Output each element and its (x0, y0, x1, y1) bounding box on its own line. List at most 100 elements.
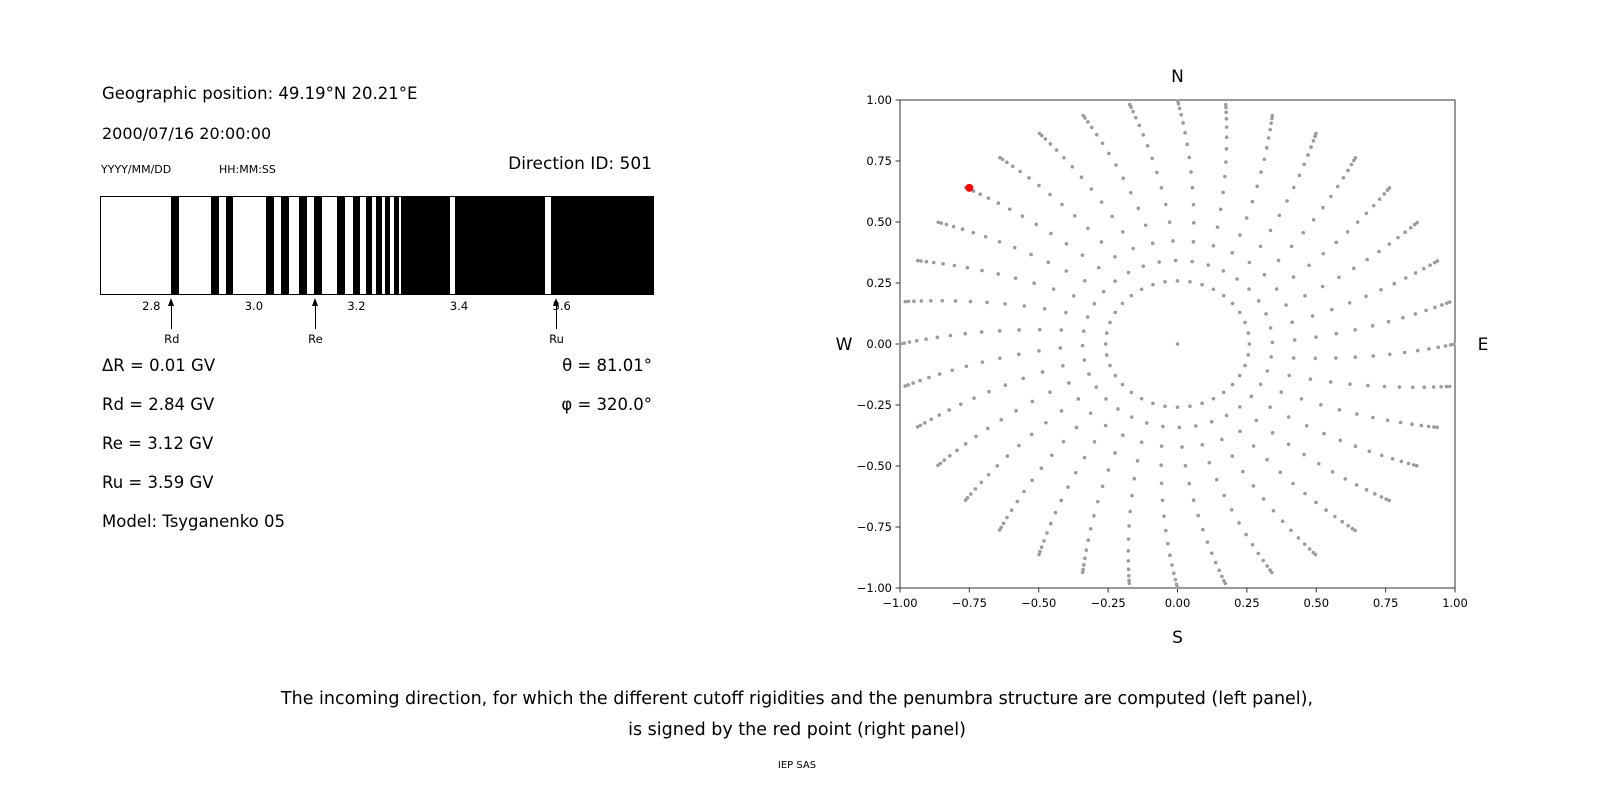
direction-grid-point (1082, 455, 1087, 460)
direction-grid-point (1329, 194, 1333, 199)
direction-grid-point (1101, 289, 1106, 294)
direction-grid-point (1353, 328, 1357, 332)
direction-grid-point (1303, 294, 1307, 298)
arrow-up-icon (168, 298, 175, 329)
rigidity-tick-label: 3.0 (244, 299, 264, 313)
direction-grid-point (1084, 548, 1089, 552)
direction-grid-point (1085, 315, 1090, 319)
direction-grid-point (1397, 385, 1402, 389)
direction-grid-point (1061, 364, 1065, 368)
direction-grid-point (1401, 315, 1405, 320)
direction-grid-point (1127, 573, 1131, 578)
direction-grid-point (1144, 421, 1149, 425)
direction-grid-point (1157, 260, 1161, 264)
direction-grid-point (938, 461, 943, 466)
direction-grid-point (1224, 413, 1229, 418)
direction-grid-point (1235, 277, 1239, 281)
direction-grid-point (1045, 531, 1049, 535)
direction-grid-point (1330, 470, 1335, 474)
direction-grid-point (914, 338, 919, 343)
direction-grid-point (1039, 545, 1044, 549)
direction-grid-point (1126, 549, 1131, 553)
direction-grid-point (1387, 352, 1392, 357)
direction-grid-point (978, 192, 982, 196)
direction-grid-point (1073, 470, 1078, 475)
direction-grid-point (1309, 145, 1313, 149)
direction-grid-point (1398, 420, 1403, 425)
direction-grid-point (1206, 263, 1211, 267)
direction-grid-point (1223, 102, 1228, 107)
direction-grid-point (1431, 385, 1436, 389)
direction-grid-point (1032, 281, 1036, 285)
direction-grid-point (1211, 396, 1216, 401)
direction-grid-point (1037, 131, 1042, 136)
penumbra-band (454, 197, 546, 294)
direction-grid-point (1367, 449, 1372, 454)
direction-grid-point (1081, 329, 1086, 333)
direction-grid-point (1403, 230, 1407, 234)
direction-grid-point (1213, 560, 1218, 565)
direction-grid-point (1444, 384, 1449, 389)
direction-grid-point (1177, 425, 1182, 430)
direction-grid-point (1270, 431, 1275, 435)
direction-grid-point (1005, 160, 1009, 165)
direction-grid-point (1328, 380, 1333, 384)
direction-grid-point (997, 528, 1002, 532)
direction-grid-point (1012, 245, 1017, 250)
direction-grid-point (1080, 570, 1085, 575)
direction-grid-point (1143, 223, 1148, 228)
penumbra-band (280, 197, 290, 294)
direction-grid-point (939, 221, 944, 225)
y-tick-label: −0.50 (857, 459, 892, 473)
direction-grid-point (1244, 216, 1249, 220)
direction-grid-point (1060, 202, 1064, 207)
direction-grid-point (1349, 162, 1354, 167)
direction-grid-point (911, 381, 915, 385)
direction-grid-point (1290, 320, 1294, 324)
direction-grid-point (1120, 230, 1125, 234)
x-tick-label: 0.25 (1234, 596, 1260, 610)
direction-grid-point (1127, 102, 1132, 107)
x-tick-label: 0.00 (1165, 596, 1191, 610)
direction-grid-point (1238, 233, 1242, 237)
direction-grid-point (1181, 121, 1185, 125)
direction-grid-point (1221, 190, 1225, 195)
direction-grid-point (1141, 133, 1146, 137)
direction-grid-point (980, 360, 985, 364)
direction-grid-point (1000, 157, 1005, 162)
direction-grid-point (1224, 125, 1229, 129)
direction-grid-point (1291, 356, 1296, 360)
caption-line1: The incoming direction, for which the di… (280, 689, 1314, 709)
direction-grid-point (1113, 279, 1117, 283)
direction-grid-point (1384, 497, 1389, 501)
direction-grid-point (1285, 199, 1289, 203)
y-tick-label: −0.75 (857, 520, 892, 534)
direction-grid-point (1172, 571, 1176, 576)
re-value: Re = 3.12 GV (102, 434, 214, 453)
direction-grid-point (1448, 343, 1453, 347)
penumbra-axis: 2.8 3.0 3.2 3.4 3.6 Rd Re Ru (100, 296, 654, 358)
direction-grid-point (1211, 287, 1216, 292)
direction-grid-point (1324, 508, 1328, 512)
direction-grid-point (1452, 342, 1456, 347)
direction-grid-point (1037, 327, 1042, 332)
direction-grid-point (1196, 513, 1200, 518)
direction-grid-point (1053, 510, 1058, 515)
direction-grid-point (997, 329, 1002, 333)
direction-grid-point (1314, 131, 1318, 136)
direction-grid-point (1159, 481, 1164, 486)
direction-grid-point (1237, 521, 1241, 525)
direction-grid-point (1061, 439, 1066, 444)
direction-grid-point (1044, 420, 1048, 425)
direction-grid-point (1351, 266, 1356, 271)
direction-grid-point (1082, 563, 1086, 567)
direction-grid-point (974, 434, 978, 439)
direction-grid-point (1051, 287, 1056, 291)
direction-grid-point (1175, 405, 1180, 409)
direction-grid-point (1200, 442, 1205, 447)
penumbra-track (100, 196, 654, 295)
direction-grid-point (944, 222, 949, 227)
direction-grid-point (1310, 314, 1315, 318)
direction-grid-point (1254, 418, 1259, 423)
direction-grid-point (1346, 168, 1350, 173)
